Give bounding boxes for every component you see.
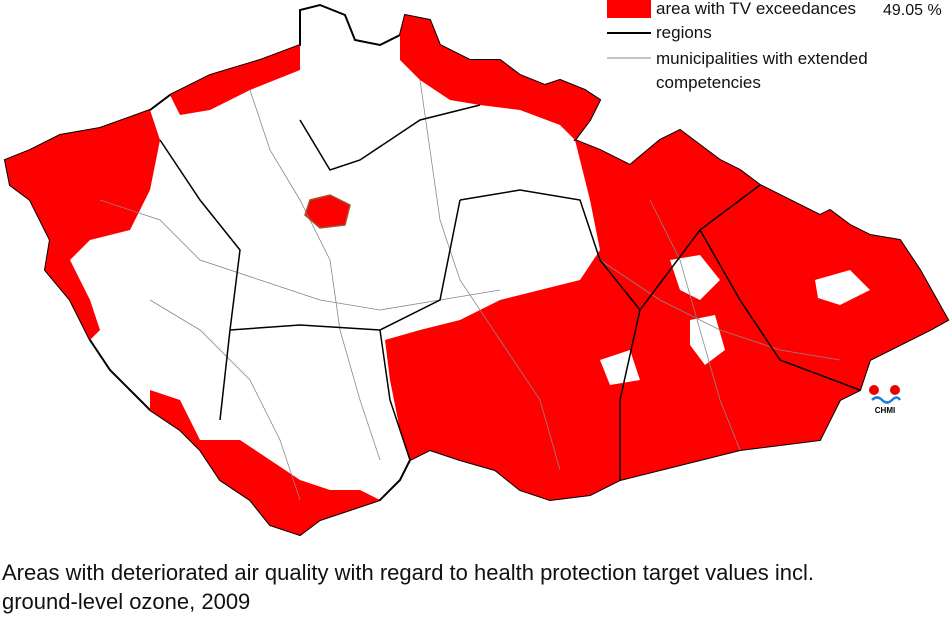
clean-patch xyxy=(600,350,640,385)
clean-patch xyxy=(815,270,870,305)
clean-patch xyxy=(670,255,720,300)
region-border xyxy=(699,229,861,391)
region-border xyxy=(459,189,641,480)
exceedance-area xyxy=(385,130,948,500)
legend-value: 49.05 % xyxy=(883,2,942,19)
municipality-borders xyxy=(99,79,841,501)
map: CHMI xyxy=(3,0,950,537)
exceedance-area xyxy=(400,15,600,140)
clean-patches xyxy=(600,255,870,385)
logo-dot xyxy=(890,385,900,395)
municipality-border xyxy=(599,259,841,361)
region-border xyxy=(379,329,411,461)
legend-label: area with TV exceedances xyxy=(656,0,857,18)
exceedance-area xyxy=(170,45,300,115)
logo-wave xyxy=(871,396,902,404)
municipality-border xyxy=(649,199,741,451)
exceedance-area xyxy=(305,195,350,228)
region-borders xyxy=(159,104,861,480)
exceedance-area xyxy=(5,110,160,340)
exceedance-area xyxy=(150,390,380,535)
municipality-border xyxy=(99,199,501,311)
municipality-border xyxy=(149,299,301,501)
region-border xyxy=(159,139,241,421)
legend-swatch xyxy=(607,0,651,18)
municipality-border xyxy=(419,79,561,471)
legend-label: municipalities with extended competencie… xyxy=(656,49,868,92)
caption-line: ground-level ozone, 2009 xyxy=(2,589,251,614)
region-border xyxy=(229,199,461,331)
logo-dot xyxy=(869,385,879,395)
clean-patch xyxy=(690,315,725,365)
logo-text: CHMI xyxy=(875,406,895,415)
legend-label: regions xyxy=(656,23,712,42)
prague-border xyxy=(304,194,351,229)
exceedance-areas xyxy=(5,15,948,535)
region-border xyxy=(299,104,481,171)
caption-line: Areas with deteriorated air quality with… xyxy=(2,560,814,585)
municipality-border xyxy=(249,89,381,461)
